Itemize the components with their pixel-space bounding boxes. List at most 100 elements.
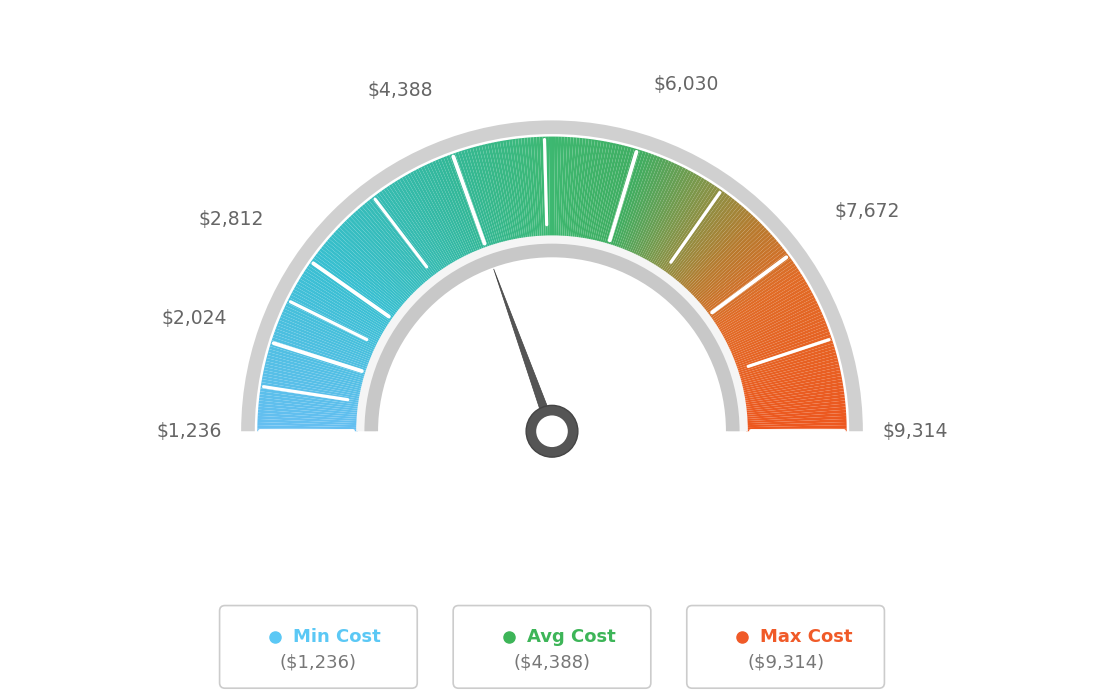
Wedge shape <box>449 154 486 249</box>
Wedge shape <box>566 137 576 238</box>
Wedge shape <box>652 179 708 266</box>
Wedge shape <box>285 303 378 348</box>
Wedge shape <box>601 146 628 244</box>
Wedge shape <box>560 137 567 237</box>
Wedge shape <box>741 364 839 389</box>
Wedge shape <box>282 311 374 354</box>
Wedge shape <box>545 137 550 237</box>
Wedge shape <box>707 253 788 315</box>
Wedge shape <box>649 176 702 264</box>
Wedge shape <box>415 168 464 259</box>
Wedge shape <box>321 246 401 310</box>
Wedge shape <box>742 367 840 391</box>
Wedge shape <box>304 270 390 327</box>
Wedge shape <box>369 199 433 279</box>
Wedge shape <box>348 217 420 291</box>
Wedge shape <box>357 208 425 286</box>
Wedge shape <box>491 142 513 242</box>
FancyBboxPatch shape <box>453 606 651 688</box>
Wedge shape <box>635 165 680 257</box>
Wedge shape <box>732 320 826 359</box>
Wedge shape <box>521 138 533 238</box>
Wedge shape <box>502 140 522 240</box>
Wedge shape <box>743 382 843 401</box>
Wedge shape <box>257 419 358 425</box>
Wedge shape <box>721 286 810 338</box>
Wedge shape <box>455 152 490 248</box>
Wedge shape <box>364 202 429 282</box>
Wedge shape <box>384 188 443 272</box>
Wedge shape <box>343 221 416 294</box>
Wedge shape <box>473 146 502 244</box>
Wedge shape <box>659 186 718 270</box>
Wedge shape <box>722 289 811 339</box>
Wedge shape <box>689 223 763 295</box>
Wedge shape <box>625 159 666 253</box>
Wedge shape <box>319 248 400 313</box>
Wedge shape <box>293 289 382 339</box>
Wedge shape <box>638 167 686 258</box>
Wedge shape <box>606 148 637 246</box>
Wedge shape <box>432 161 475 254</box>
Wedge shape <box>485 144 510 242</box>
Wedge shape <box>726 303 819 348</box>
Wedge shape <box>622 156 660 251</box>
Wedge shape <box>316 253 397 315</box>
Wedge shape <box>694 232 771 302</box>
Wedge shape <box>317 250 399 314</box>
Wedge shape <box>733 326 828 364</box>
Wedge shape <box>745 397 845 411</box>
Wedge shape <box>294 286 383 338</box>
Wedge shape <box>269 346 367 377</box>
Wedge shape <box>744 394 845 409</box>
Wedge shape <box>596 144 623 243</box>
Wedge shape <box>357 235 747 431</box>
Wedge shape <box>724 295 815 343</box>
Wedge shape <box>530 137 540 238</box>
Wedge shape <box>305 268 391 326</box>
Wedge shape <box>350 215 421 290</box>
Wedge shape <box>289 295 380 343</box>
Wedge shape <box>327 239 405 306</box>
Wedge shape <box>593 143 616 242</box>
Wedge shape <box>676 204 742 283</box>
Wedge shape <box>389 184 446 270</box>
Wedge shape <box>339 225 413 297</box>
Wedge shape <box>624 157 664 252</box>
Wedge shape <box>740 355 838 383</box>
Text: ($4,388): ($4,388) <box>513 653 591 671</box>
Wedge shape <box>257 422 358 427</box>
Wedge shape <box>630 162 675 255</box>
Wedge shape <box>627 159 669 253</box>
Wedge shape <box>708 255 790 317</box>
Text: ($9,314): ($9,314) <box>747 653 825 671</box>
Wedge shape <box>693 230 768 300</box>
Wedge shape <box>268 349 365 379</box>
Wedge shape <box>549 137 552 237</box>
Wedge shape <box>261 382 361 401</box>
Wedge shape <box>418 167 466 258</box>
Wedge shape <box>692 227 767 298</box>
Wedge shape <box>407 173 458 262</box>
Wedge shape <box>710 261 794 320</box>
Wedge shape <box>257 416 358 423</box>
Wedge shape <box>644 172 694 262</box>
Wedge shape <box>730 311 822 354</box>
Wedge shape <box>582 140 602 240</box>
Wedge shape <box>680 210 750 287</box>
Wedge shape <box>500 141 520 240</box>
Wedge shape <box>688 221 761 294</box>
Wedge shape <box>435 159 477 253</box>
Wedge shape <box>461 150 493 247</box>
Wedge shape <box>666 193 728 275</box>
Wedge shape <box>274 331 370 368</box>
Wedge shape <box>574 139 588 239</box>
Wedge shape <box>679 208 747 286</box>
Wedge shape <box>619 155 658 250</box>
Text: Max Cost: Max Cost <box>761 628 853 646</box>
Wedge shape <box>446 155 485 250</box>
Wedge shape <box>691 225 765 297</box>
Wedge shape <box>467 148 498 246</box>
Text: Min Cost: Min Cost <box>294 628 381 646</box>
Wedge shape <box>308 263 393 322</box>
